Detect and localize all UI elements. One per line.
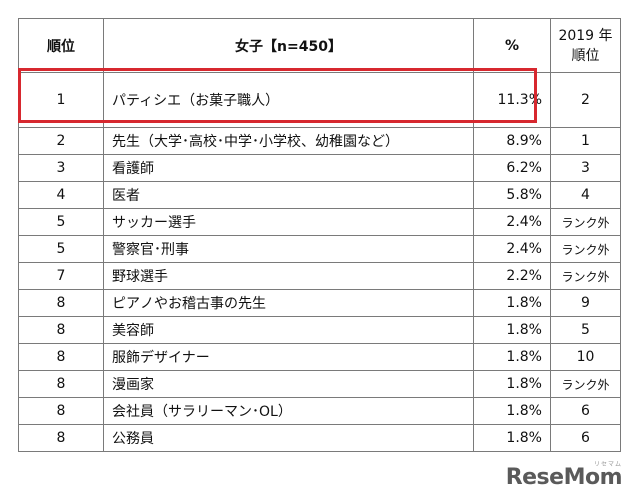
percent-cell: 1.8% xyxy=(473,424,551,452)
percent-cell: 8.9% xyxy=(473,127,551,155)
job-cell: 漫画家 xyxy=(103,370,474,398)
percent-cell: 1.8% xyxy=(473,397,551,425)
prev-rank-cell: 4 xyxy=(550,181,621,209)
rank-cell: 8 xyxy=(18,289,104,317)
percent-cell: 1.8% xyxy=(473,289,551,317)
rank-cell: 8 xyxy=(18,397,104,425)
job-cell: 看護師 xyxy=(103,154,474,182)
job-cell: ピアノやお稽古事の先生 xyxy=(103,289,474,317)
prev-rank-cell: 1 xyxy=(550,127,621,155)
table-row: 1 パティシエ（お菓子職人） 11.3% 2 xyxy=(18,72,621,128)
prev-rank-cell: 2 xyxy=(550,72,621,128)
job-cell: 野球選手 xyxy=(103,262,474,290)
table-row: 5 サッカー選手 2.4% ランク外 xyxy=(18,208,621,236)
table-row: 8 漫画家 1.8% ランク外 xyxy=(18,370,621,398)
job-cell: パティシエ（お菓子職人） xyxy=(103,72,474,128)
percent-cell: 1.8% xyxy=(473,343,551,371)
job-cell: 会社員（サラリーマン･OL） xyxy=(103,397,474,425)
percent-cell: 2.2% xyxy=(473,262,551,290)
header-rank: 順位 xyxy=(18,18,104,73)
rank-cell: 5 xyxy=(18,208,104,236)
job-cell: 公務員 xyxy=(103,424,474,452)
rank-cell: 8 xyxy=(18,316,104,344)
prev-rank-cell: ランク外 xyxy=(550,262,621,290)
percent-cell: 2.4% xyxy=(473,235,551,263)
header-prev-year: 2019 年 xyxy=(558,27,613,44)
table-row: 4 医者 5.8% 4 xyxy=(18,181,621,209)
prev-rank-cell: 6 xyxy=(550,424,621,452)
table-row: 8 会社員（サラリーマン･OL） 1.8% 6 xyxy=(18,397,621,425)
percent-cell: 5.8% xyxy=(473,181,551,209)
job-cell: 医者 xyxy=(103,181,474,209)
table-row: 8 美容師 1.8% 5 xyxy=(18,316,621,344)
prev-rank-cell: ランク外 xyxy=(550,208,621,236)
resemom-logo: ReseMom リセマム xyxy=(505,461,623,490)
prev-rank-cell: 6 xyxy=(550,397,621,425)
prev-rank-cell: ランク外 xyxy=(550,370,621,398)
job-cell: 警察官･刑事 xyxy=(103,235,474,263)
prev-rank-cell: 5 xyxy=(550,316,621,344)
table-row: 3 看護師 6.2% 3 xyxy=(18,154,621,182)
prev-rank-cell: 3 xyxy=(550,154,621,182)
percent-cell: 6.2% xyxy=(473,154,551,182)
percent-cell: 1.8% xyxy=(473,370,551,398)
percent-cell: 2.4% xyxy=(473,208,551,236)
percent-cell: 1.8% xyxy=(473,316,551,344)
header-prev-rank: 2019 年 順位 xyxy=(550,18,621,73)
ranking-table-container: 順位 女子【n=450】 % 2019 年 順位 1 パティシエ（お菓子職人） 11… xyxy=(18,18,621,452)
header-percent: % xyxy=(473,18,551,73)
rank-cell: 3 xyxy=(18,154,104,182)
prev-rank-cell: 9 xyxy=(550,289,621,317)
prev-rank-cell: ランク外 xyxy=(550,235,621,263)
header-row: 順位 女子【n=450】 % 2019 年 順位 xyxy=(18,18,621,73)
header-job: 女子【n=450】 xyxy=(103,18,474,73)
header-prev-label: 順位 xyxy=(571,47,600,64)
table-row: 2 先生（大学･高校･中学･小学校、幼稚園など） 8.9% 1 xyxy=(18,127,621,155)
table-row: 5 警察官･刑事 2.4% ランク外 xyxy=(18,235,621,263)
logo-subtext: リセマム xyxy=(593,461,622,468)
rank-cell: 8 xyxy=(18,424,104,452)
job-cell: 服飾デザイナー xyxy=(103,343,474,371)
table-row: 8 ピアノやお稽古事の先生 1.8% 9 xyxy=(18,289,621,317)
rank-cell: 1 xyxy=(18,72,104,128)
table-row: 8 公務員 1.8% 6 xyxy=(18,424,621,452)
rank-cell: 2 xyxy=(18,127,104,155)
table-row: 8 服飾デザイナー 1.8% 10 xyxy=(18,343,621,371)
rank-cell: 8 xyxy=(18,343,104,371)
rank-cell: 4 xyxy=(18,181,104,209)
percent-cell: 11.3% xyxy=(473,72,551,128)
rank-cell: 7 xyxy=(18,262,104,290)
job-cell: 先生（大学･高校･中学･小学校、幼稚園など） xyxy=(103,127,474,155)
rank-cell: 5 xyxy=(18,235,104,263)
logo-text: ReseMom xyxy=(505,465,623,490)
prev-rank-cell: 10 xyxy=(550,343,621,371)
job-cell: 美容師 xyxy=(103,316,474,344)
ranking-table: 順位 女子【n=450】 % 2019 年 順位 1 パティシエ（お菓子職人） 11… xyxy=(18,18,621,452)
table-row: 7 野球選手 2.2% ランク外 xyxy=(18,262,621,290)
rank-cell: 8 xyxy=(18,370,104,398)
job-cell: サッカー選手 xyxy=(103,208,474,236)
